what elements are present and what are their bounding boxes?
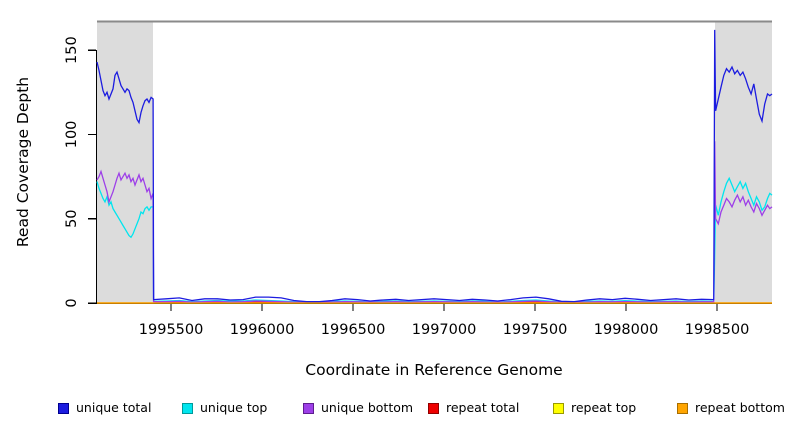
legend-item-unique-bottom: unique bottom — [303, 398, 413, 418]
y-tick-label: 0 — [64, 298, 80, 307]
legend-item-unique-top: unique top — [182, 398, 267, 418]
legend-swatch-unique-top — [182, 402, 193, 414]
legend-label-repeat-bottom: repeat bottom — [695, 400, 785, 415]
legend-swatch-unique-bottom — [303, 402, 314, 414]
legend-label-repeat-total: repeat total — [446, 400, 520, 415]
y-tick-label: 150 — [64, 36, 80, 64]
legend-swatch-repeat-top — [553, 402, 564, 414]
legend-label-repeat-top: repeat top — [571, 400, 637, 415]
legend-swatch-repeat-total — [428, 402, 439, 414]
y-axis-title: Read Coverage Depth — [14, 77, 32, 247]
x-tick-label: 1996500 — [321, 322, 386, 338]
legend: unique total unique top unique bottom re… — [0, 398, 792, 420]
legend-swatch-repeat-bottom — [677, 402, 688, 414]
series-line-unique-bottom — [96, 141, 773, 303]
masked-region — [715, 21, 772, 303]
x-tick-label: 1996000 — [230, 322, 295, 338]
series-line-unique-top — [96, 176, 773, 303]
legend-item-unique-total: unique total — [58, 398, 151, 418]
masked-region — [97, 21, 154, 303]
legend-label-unique-bottom: unique bottom — [321, 400, 414, 415]
legend-item-repeat-top: repeat top — [553, 398, 636, 418]
x-tick-label: 1995500 — [139, 322, 204, 338]
series-line-unique-total — [96, 29, 773, 303]
x-tick-label: 1998500 — [685, 322, 750, 338]
y-tick-label: 100 — [64, 121, 80, 149]
legend-swatch-unique-total — [58, 402, 69, 414]
legend-label-unique-top: unique top — [200, 400, 268, 415]
legend-label-unique-total: unique total — [76, 400, 152, 415]
x-tick-label: 1997500 — [503, 322, 568, 338]
x-axis-title: Coordinate in Reference Genome — [305, 361, 562, 379]
legend-item-repeat-bottom: repeat bottom — [677, 398, 785, 418]
x-tick-label: 1998000 — [594, 322, 659, 338]
y-tick-label: 50 — [64, 209, 80, 227]
legend-item-repeat-total: repeat total — [428, 398, 519, 418]
x-tick-label: 1997000 — [412, 322, 477, 338]
